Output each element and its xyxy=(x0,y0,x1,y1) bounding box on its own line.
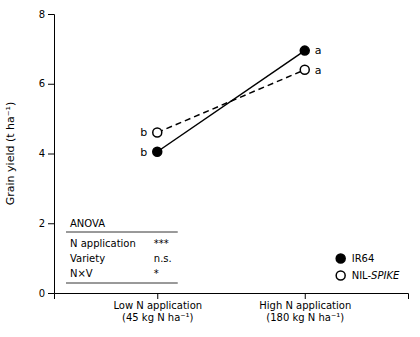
anova-term: N application xyxy=(70,238,136,249)
anova-significance: n.s. xyxy=(154,253,172,264)
y-tick-mark xyxy=(48,293,54,294)
y-tick: 8 xyxy=(39,9,54,20)
point-letter: b xyxy=(140,146,147,159)
legend: IR64 NIL-SPIKE xyxy=(336,253,400,281)
y-tick-label: 2 xyxy=(39,218,45,229)
y-tick-mark xyxy=(48,154,54,155)
point xyxy=(300,65,309,74)
series-line xyxy=(157,70,305,133)
x-tick-label-line: Low N application xyxy=(113,300,202,311)
y-tick: 4 xyxy=(39,148,54,159)
y-tick-label: 6 xyxy=(39,78,45,89)
legend-label-part: SPIKE xyxy=(371,270,400,281)
legend-label-part: NIL- xyxy=(352,270,372,281)
point-letters: b a b a xyxy=(140,44,321,158)
x-tick-label: Low N application(45 kg N ha⁻¹) xyxy=(113,300,202,323)
legend-entry: NIL-SPIKE xyxy=(336,270,400,281)
plot-area: 0 2 4 6 8 Low N application(45 kg N ha⁻¹) High… xyxy=(4,9,409,323)
x-tick-label: High N application(180 kg N ha⁻¹) xyxy=(259,300,351,323)
x-axis: Low N application(45 kg N ha⁻¹) High N ap… xyxy=(55,293,409,323)
y-tick-mark xyxy=(48,14,54,15)
x-tick: Low N application(45 kg N ha⁻¹) xyxy=(113,293,202,323)
x-axis-line xyxy=(55,294,409,300)
x-tick-mark xyxy=(157,293,158,299)
y-tick-mark xyxy=(48,223,54,224)
legend-label: NIL-SPIKE xyxy=(352,270,400,281)
y-tick: 2 xyxy=(39,218,54,229)
y-tick-label: 8 xyxy=(39,9,45,20)
y-tick-label: 4 xyxy=(39,148,45,159)
anova-title: ANOVA xyxy=(70,218,105,229)
point-letter: b xyxy=(140,126,147,139)
y-axis-line xyxy=(48,15,55,294)
legend-marker xyxy=(336,254,345,263)
point xyxy=(153,128,162,137)
anova-table: ANOVA N application *** Variety n.s. N×V * xyxy=(66,218,178,283)
point xyxy=(153,147,162,156)
anova-term: Variety xyxy=(70,253,105,264)
series-line xyxy=(157,51,305,152)
point-letter: a xyxy=(315,44,322,57)
y-tick: 6 xyxy=(39,78,54,89)
x-tick-mark xyxy=(305,293,306,299)
anova-significance: *** xyxy=(154,238,169,249)
legend-label: IR64 xyxy=(352,253,375,264)
x-tick-label-line: High N application xyxy=(259,300,351,311)
marks xyxy=(153,46,310,156)
point xyxy=(300,46,309,55)
x-tick-label-line: (180 kg N ha⁻¹) xyxy=(266,312,344,323)
y-tick: 0 xyxy=(39,288,54,299)
anova-rule xyxy=(66,283,178,284)
y-axis-title: Grain yield (t ha⁻¹) xyxy=(4,102,17,206)
anova-significance: * xyxy=(154,268,159,279)
y-tick-mark xyxy=(48,84,54,85)
anova-term: N×V xyxy=(70,268,93,279)
y-tick-label: 0 xyxy=(39,288,45,299)
y-axis: 0 2 4 6 8 xyxy=(39,9,55,299)
chart: 0 2 4 6 8 Low N application(45 kg N ha⁻¹) High… xyxy=(0,0,420,337)
x-tick: High N application(180 kg N ha⁻¹) xyxy=(259,293,351,323)
x-tick-label-line: (45 kg N ha⁻¹) xyxy=(122,312,194,323)
point-letter: a xyxy=(315,64,322,77)
legend-entry: IR64 xyxy=(336,253,374,264)
anova-rule xyxy=(66,232,178,233)
legend-marker xyxy=(336,271,345,280)
